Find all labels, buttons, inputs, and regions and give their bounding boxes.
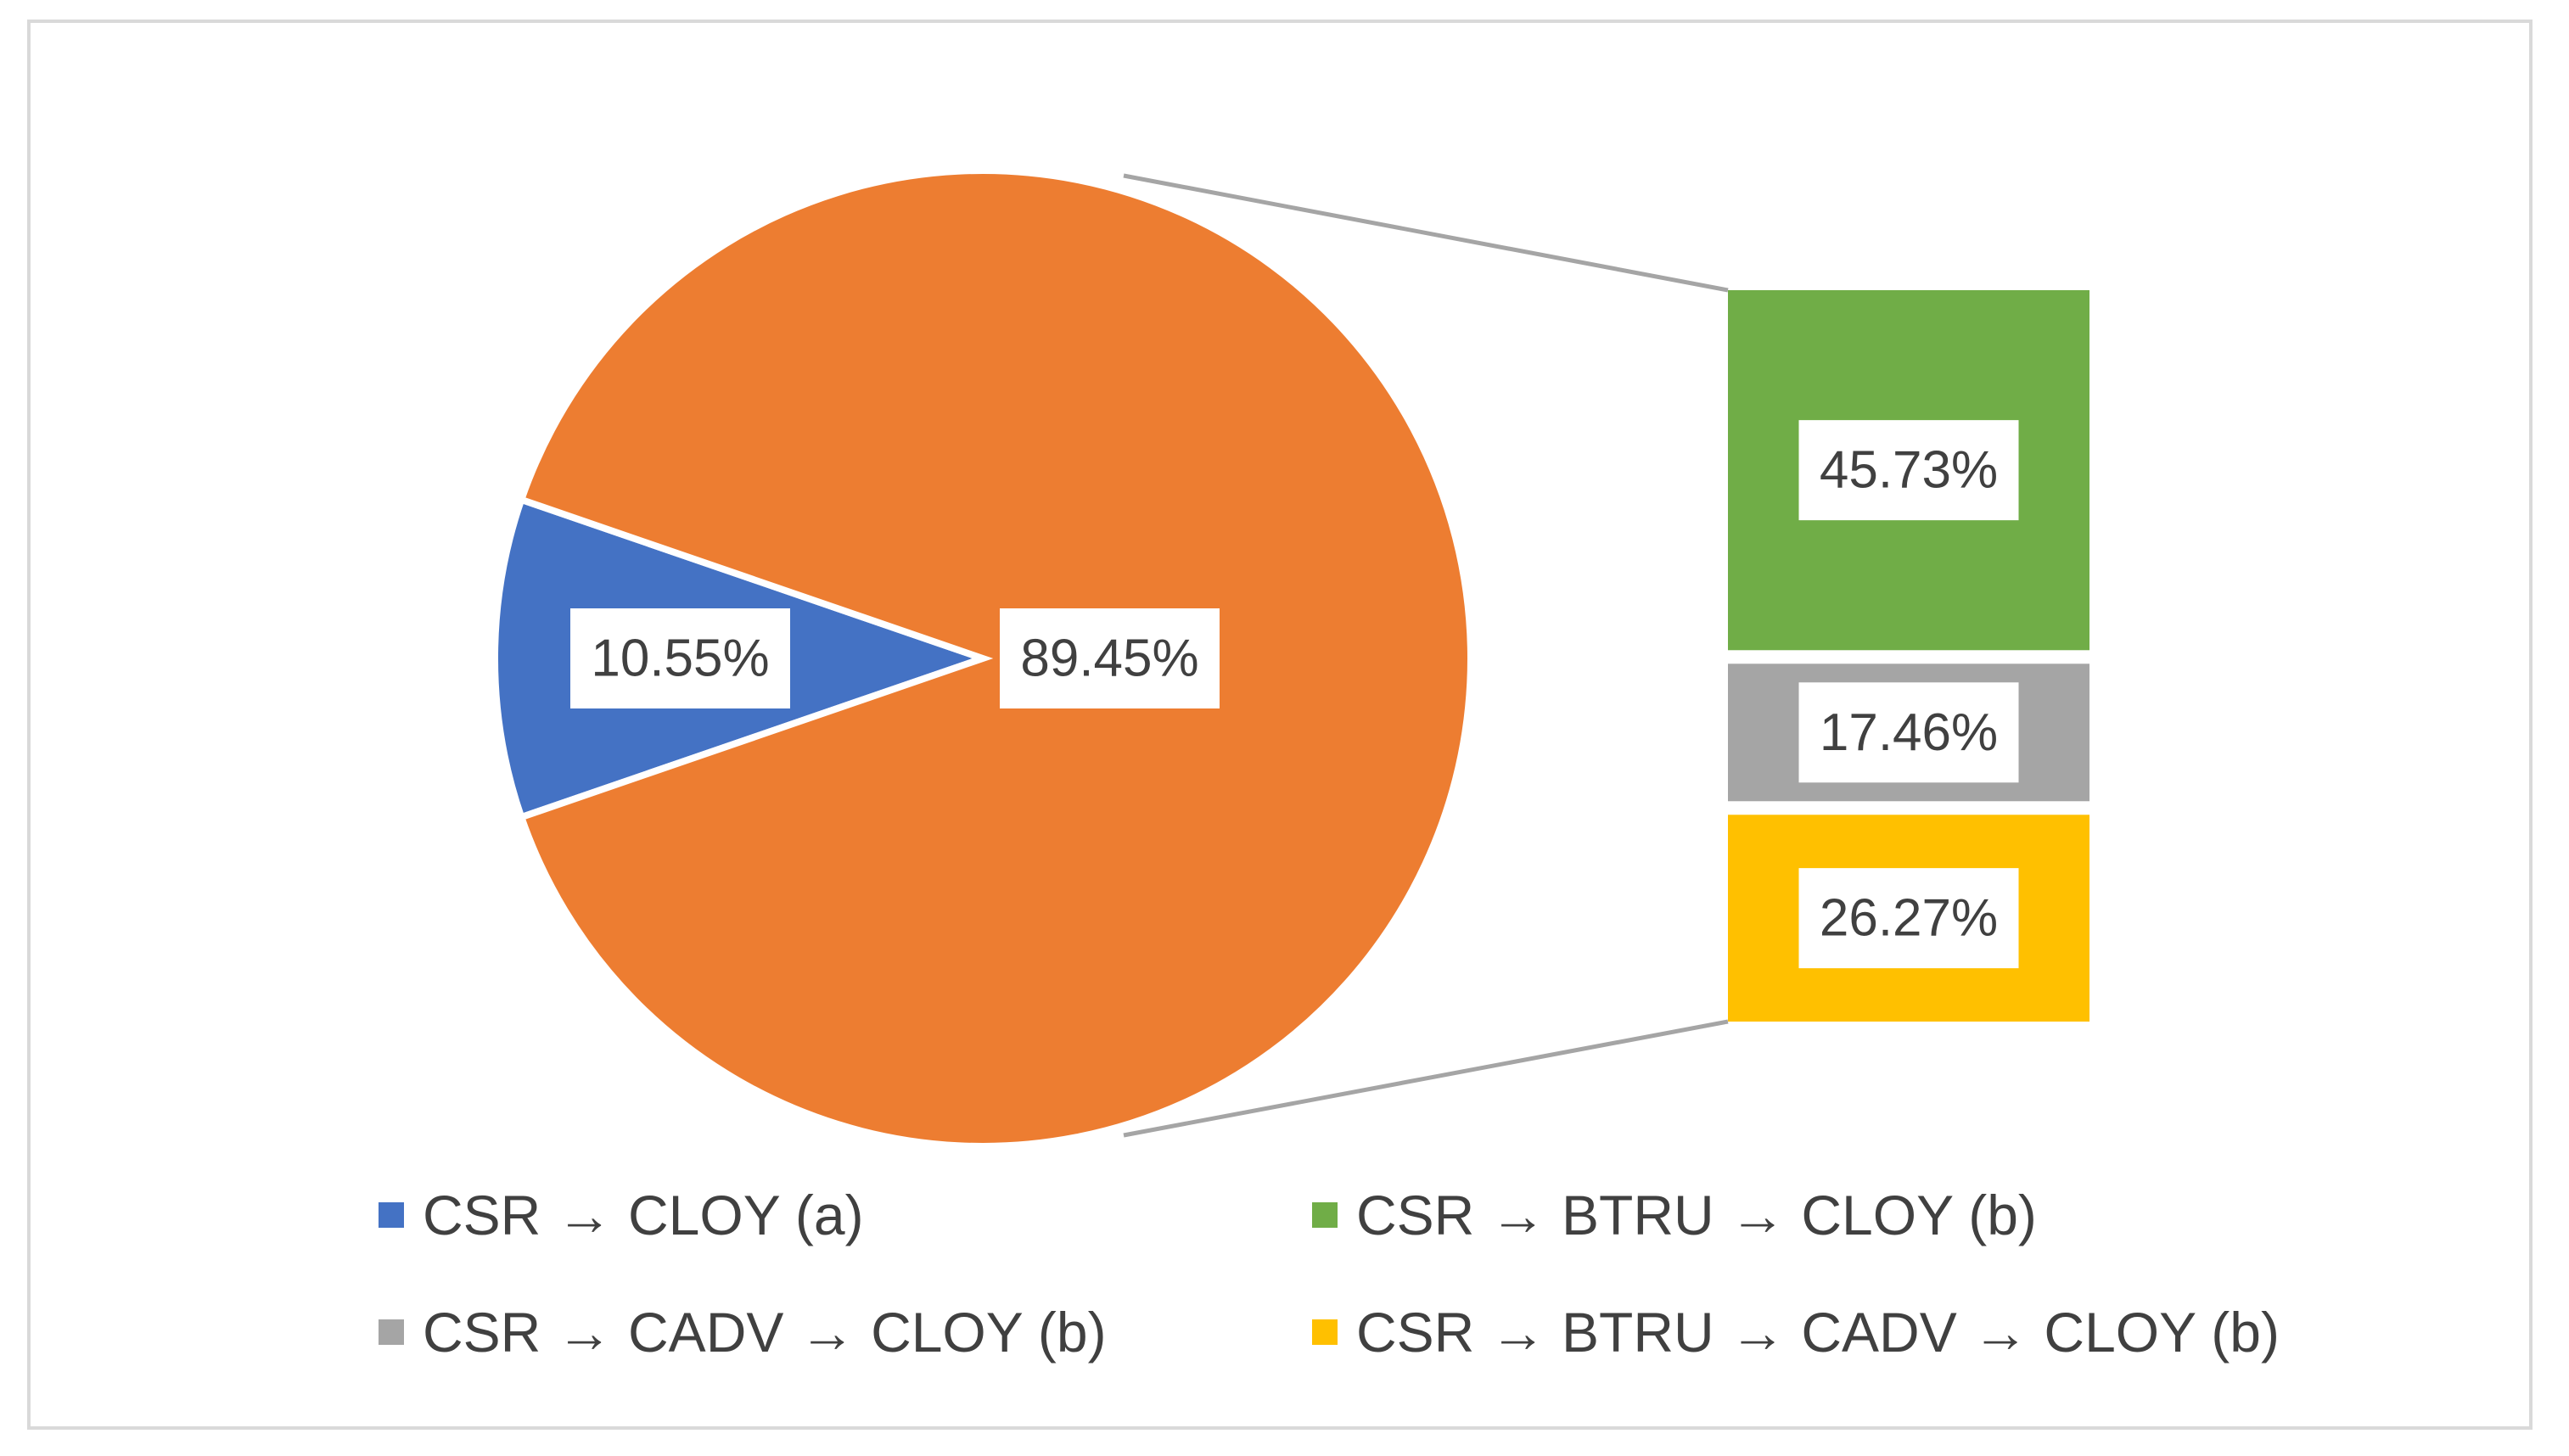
legend-swatch-2 xyxy=(1312,1202,1338,1228)
legend-swatch-3 xyxy=(379,1319,404,1345)
bar-label-3-text: 26.27% xyxy=(1820,889,1998,948)
legend-swatch-4 xyxy=(1312,1319,1338,1345)
bar-label-3-box xyxy=(1798,868,2019,969)
legend-item-3: CSR → CADV → CLOY (b) xyxy=(379,1290,1107,1375)
bar-label-2-text: 17.46% xyxy=(1820,703,1998,762)
legend-item-1: CSR → CLOY (a) xyxy=(379,1173,864,1257)
pie-label-1: 10.55% xyxy=(570,608,790,708)
legend-item-4: CSR → BTRU → CADV → CLOY (b) xyxy=(1312,1290,2280,1375)
connector-line-bottom xyxy=(1123,1019,1729,1138)
legend-label-4: CSR → BTRU → CADV → CLOY (b) xyxy=(1356,1301,2280,1364)
pie-label-2: 89.45% xyxy=(1000,608,1220,708)
pie-label-2-text: 89.45% xyxy=(1020,630,1198,688)
connector-line-top xyxy=(1123,173,1729,293)
bar-label-2-box xyxy=(1798,682,2019,783)
pie-label-1-text: 10.55% xyxy=(591,630,769,688)
legend-swatch-1 xyxy=(379,1202,404,1228)
bar-label-2: 17.46% xyxy=(1798,682,2019,783)
legend-label-2: CSR → BTRU → CLOY (b) xyxy=(1356,1184,2037,1246)
legend-label-3: CSR → CADV → CLOY (b) xyxy=(423,1301,1107,1364)
pie-label-2-box xyxy=(1000,608,1220,708)
bar-label-3: 26.27% xyxy=(1798,868,2019,969)
bar-label-1-box xyxy=(1798,420,2019,521)
pie-slice-2 xyxy=(517,167,1474,1150)
pie-label-1-box xyxy=(570,608,790,708)
legend-label-1: CSR → CLOY (a) xyxy=(423,1184,864,1246)
bar-label-1-text: 45.73% xyxy=(1820,441,1998,500)
bar-label-1: 45.73% xyxy=(1798,420,2019,521)
legend-item-2: CSR → BTRU → CLOY (b) xyxy=(1312,1173,2037,1257)
